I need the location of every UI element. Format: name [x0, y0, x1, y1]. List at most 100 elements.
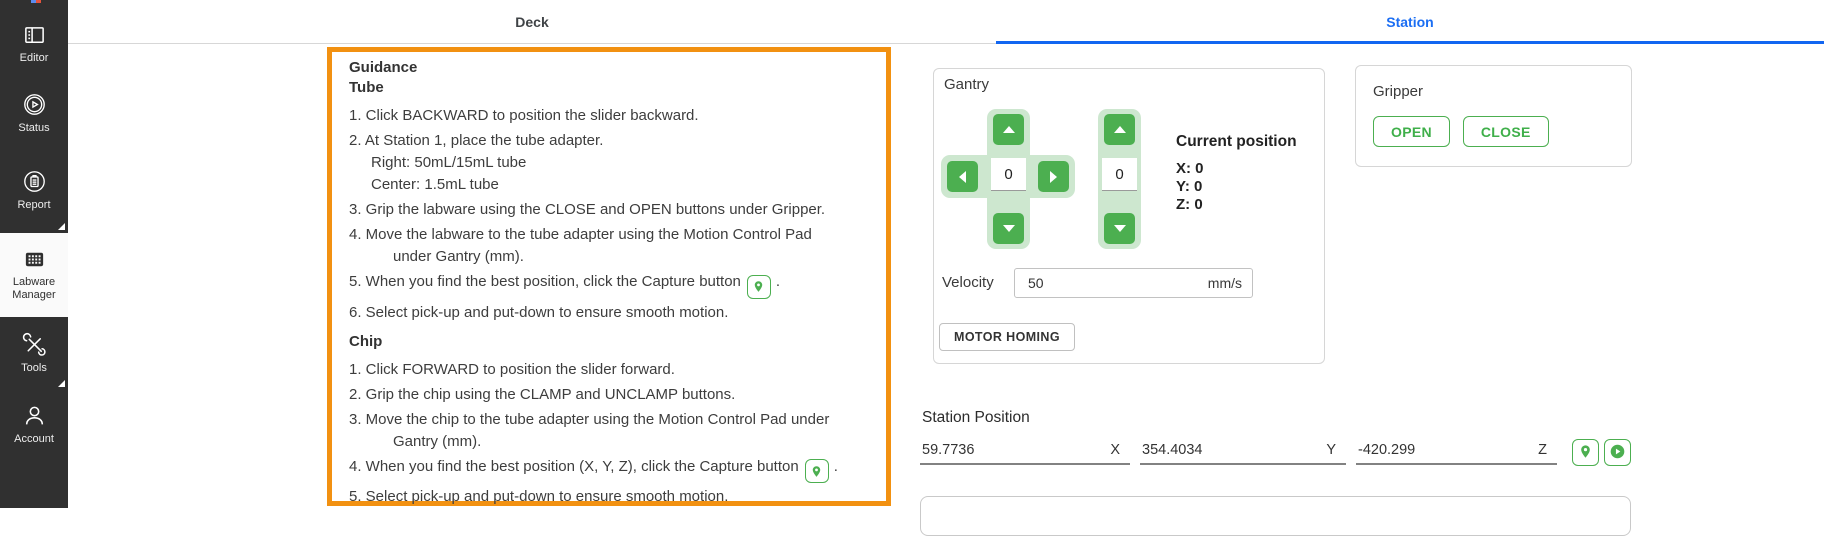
current-position-x: X: 0	[1176, 160, 1204, 177]
station-y-input[interactable]	[1142, 442, 1282, 458]
arrow-right-icon	[1050, 170, 1057, 183]
list-subitem: Right: 50mL/15mL tube	[371, 154, 527, 171]
velocity-unit: mm/s	[1207, 275, 1242, 291]
current-position-title: Current position	[1176, 133, 1297, 150]
jog-y-minus-button[interactable]	[993, 213, 1024, 244]
list-item: 4. Move the labware to the tube adapter …	[349, 224, 868, 268]
bottom-panel	[920, 496, 1631, 536]
list-subitem: Center: 1.5mL tube	[371, 176, 499, 193]
station-z-field: Z	[1356, 437, 1557, 465]
sidebar-item-labware-manager[interactable]: Labware Manager	[0, 233, 68, 317]
guidance-panel: Guidance Tube 1. Click BACKWARD to posit…	[327, 47, 891, 506]
list-item-text: .	[775, 273, 781, 290]
top-tab-bar: Deck Station	[68, 0, 1824, 44]
arrow-down-icon	[1113, 225, 1126, 232]
editor-icon	[22, 24, 47, 47]
sidebar-item-report[interactable]: Report	[0, 148, 68, 233]
sidebar: Editor Status Report	[0, 0, 68, 508]
z-step-value[interactable]: 0	[1102, 158, 1137, 191]
tab-station[interactable]: Station	[996, 0, 1824, 44]
gripper-panel: Gripper OPEN CLOSE	[1355, 65, 1632, 167]
jog-y-plus-button[interactable]	[993, 114, 1024, 145]
guidance-tube-steps: 1. Click BACKWARD to position the slider…	[349, 105, 868, 324]
sidebar-item-editor[interactable]: Editor	[0, 10, 68, 79]
list-item-text: 5. When you find the best position, clic…	[349, 273, 741, 290]
list-item: 3. Move the chip to the tube adapter usi…	[349, 409, 868, 453]
station-position-title: Station Position	[922, 409, 1030, 426]
list-item: 2. Grip the chip using the CLAMP and UNC…	[349, 385, 736, 403]
list-item-text: 3. Move the chip to the tube adapter usi…	[349, 410, 830, 428]
sidebar-item-label: Tools	[21, 362, 47, 374]
velocity-field: mm/s	[1014, 268, 1253, 298]
guidance-chip-steps: 1. Click FORWARD to position the slider …	[349, 359, 868, 509]
account-icon	[22, 403, 47, 428]
arrow-left-icon	[959, 170, 966, 183]
capture-pin-icon	[804, 459, 829, 483]
sidebar-item-label: Status	[18, 122, 50, 134]
report-icon	[22, 169, 47, 194]
station-z-input[interactable]	[1358, 442, 1498, 458]
jog-z-minus-button[interactable]	[1104, 213, 1135, 244]
gripper-buttons: OPEN CLOSE	[1373, 116, 1549, 147]
arrow-up-icon	[1002, 126, 1015, 133]
xy-step-value[interactable]: 0	[991, 158, 1026, 191]
app-logo-sliver	[31, 0, 41, 3]
guidance-title: Guidance	[349, 59, 418, 76]
guidance-tube-heading: Tube	[349, 79, 384, 96]
gripper-close-button[interactable]: CLOSE	[1462, 116, 1549, 147]
sidebar-item-label: Report	[17, 199, 51, 211]
sidebar-item-label: Account	[14, 432, 54, 445]
labware-grid-icon	[22, 248, 47, 271]
list-item-text: 4. Move the labware to the tube adapter …	[349, 226, 812, 243]
guidance-chip-heading: Chip	[349, 332, 383, 350]
sidebar-item-status[interactable]: Status	[0, 79, 68, 148]
expand-corner-icon	[58, 223, 65, 230]
status-icon	[22, 92, 47, 117]
current-position-z: Z: 0	[1176, 196, 1203, 213]
gripper-title: Gripper	[1373, 83, 1424, 100]
capture-pin-icon	[1578, 444, 1593, 462]
list-item: 1. Click FORWARD to position the slider …	[349, 360, 675, 378]
jog-z-plus-button[interactable]	[1104, 114, 1135, 145]
list-item: 3. Grip the labware using the CLOSE and …	[349, 201, 826, 218]
arrow-down-icon	[1002, 225, 1015, 232]
gantry-title: Gantry	[944, 76, 990, 93]
sidebar-item-label: Editor	[19, 52, 49, 64]
tab-station-label: Station	[1386, 13, 1434, 30]
active-tab-underline	[996, 41, 1824, 44]
list-item-continuation: under Gantry (mm).	[393, 248, 524, 265]
list-item: 1. Click BACKWARD to position the slider…	[349, 107, 699, 124]
velocity-label: Velocity	[942, 274, 994, 291]
gripper-open-button[interactable]: OPEN	[1373, 116, 1450, 147]
motor-homing-button[interactable]: MOTOR HOMING	[939, 323, 1075, 351]
tab-deck-label: Deck	[515, 13, 549, 30]
axis-z-label: Z	[1538, 442, 1547, 458]
sidebar-item-account[interactable]: Account	[0, 390, 68, 458]
current-position-block: Current position X: 0 Y: 0 Z: 0	[1176, 133, 1297, 214]
axis-y-label: Y	[1326, 442, 1336, 458]
arrow-up-icon	[1113, 126, 1126, 133]
axis-x-label: X	[1110, 442, 1120, 458]
capture-position-button[interactable]	[1572, 439, 1599, 466]
capture-pin-icon	[746, 274, 771, 299]
list-item: 5. Select pick-up and put-down to ensure…	[349, 488, 729, 505]
list-item: 5. When you find the best position, clic…	[349, 271, 868, 299]
velocity-input[interactable]	[1028, 275, 1208, 291]
list-item: 6. Select pick-up and put-down to ensure…	[349, 303, 729, 321]
list-item-text: .	[833, 457, 838, 475]
gantry-panel: Gantry 0 0 Current position X: 0 Y: 0 Z:…	[933, 68, 1325, 364]
station-x-input[interactable]	[922, 442, 1062, 458]
list-item: 4. When you find the best position (X, Y…	[349, 456, 868, 483]
go-to-position-button[interactable]	[1604, 439, 1631, 466]
station-x-field: X	[920, 437, 1130, 465]
tools-icon	[22, 332, 47, 357]
play-icon	[1609, 443, 1626, 463]
jog-x-minus-button[interactable]	[947, 161, 978, 192]
sidebar-item-label: Labware Manager	[12, 276, 56, 301]
list-item-sublines: Right: 50mL/15mL tube Center: 1.5mL tube	[349, 152, 868, 196]
tab-deck[interactable]: Deck	[68, 0, 996, 43]
expand-corner-icon	[58, 380, 65, 387]
jog-x-plus-button[interactable]	[1038, 161, 1069, 192]
station-y-field: Y	[1140, 437, 1346, 465]
sidebar-item-tools[interactable]: Tools	[0, 317, 68, 390]
